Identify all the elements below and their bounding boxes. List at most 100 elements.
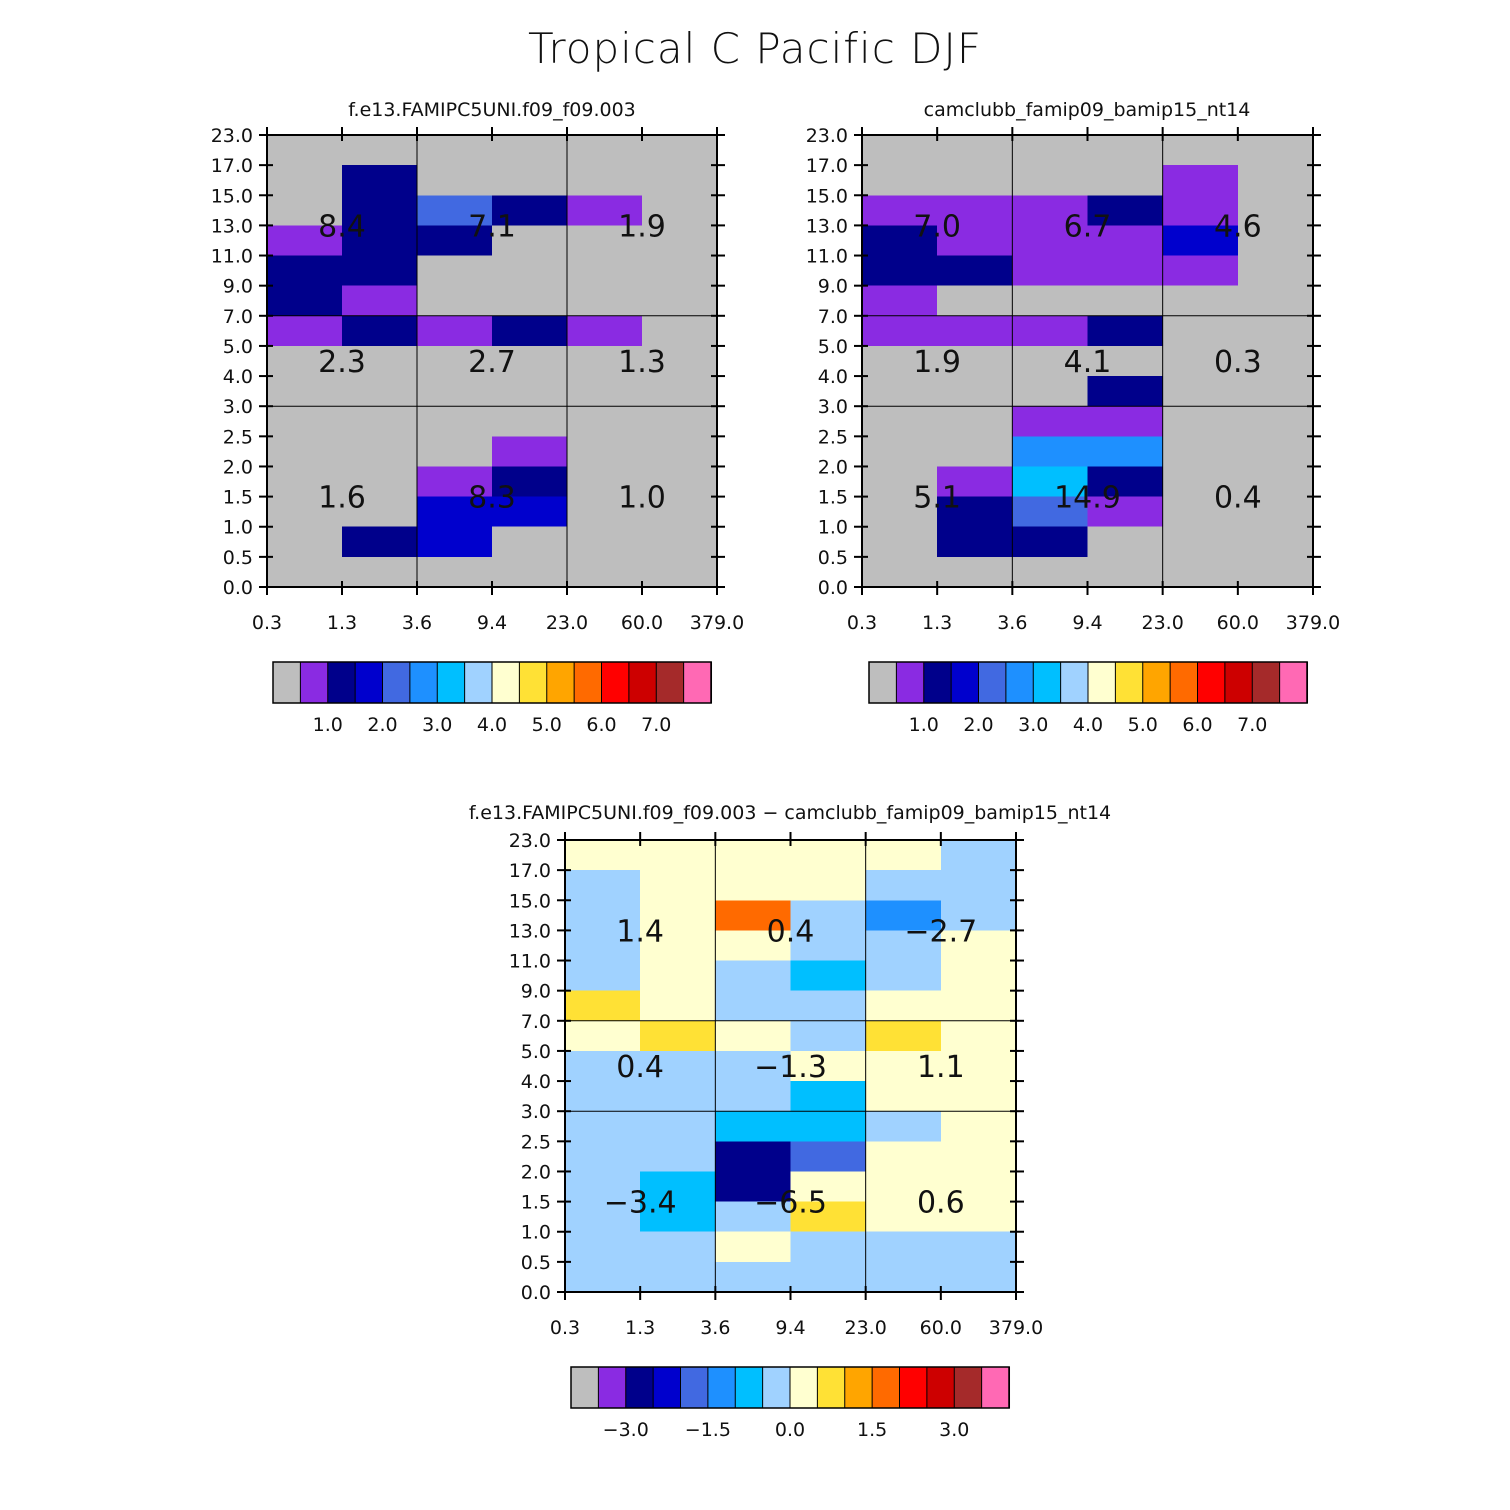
heatmap-cell <box>1237 165 1314 196</box>
heatmap-cell <box>342 255 418 287</box>
heatmap-cell <box>940 1111 1017 1142</box>
heatmap-cell <box>790 900 867 931</box>
x-tick-label: 1.3 <box>327 612 357 634</box>
colorbar-swatch <box>683 661 713 704</box>
heatmap-cell <box>1012 496 1089 528</box>
heatmap-cell <box>940 1231 1017 1263</box>
heatmap-cell <box>715 1081 792 1112</box>
heatmap-cell <box>862 225 938 257</box>
heatmap-cell <box>1162 225 1239 257</box>
heatmap-cell <box>865 1111 942 1142</box>
heatmap-cell <box>1162 195 1239 226</box>
colorbar-swatch <box>1169 661 1199 704</box>
heatmap-cell <box>267 315 343 347</box>
heatmap-cell <box>417 165 493 196</box>
heatmap-cell <box>940 1081 1017 1112</box>
colorbar-swatch <box>601 661 630 704</box>
colorbar-swatch <box>926 1366 956 1409</box>
colorbar-label: 3.0 <box>422 714 452 736</box>
heatmap-cell <box>565 990 641 1022</box>
heatmap-cell <box>565 1050 641 1082</box>
y-tick-label: 4.0 <box>223 366 253 388</box>
heatmap-cell <box>267 376 343 407</box>
heatmap-cell <box>342 135 418 166</box>
heatmap-cell <box>715 1201 792 1233</box>
box-value-label: 7.1 <box>468 209 516 244</box>
heatmap-cell <box>940 1261 1017 1293</box>
heatmap-cell <box>1237 135 1314 166</box>
heatmap-cell <box>267 496 343 528</box>
y-tick-label: 15.0 <box>509 890 551 912</box>
heatmap-cell <box>1237 195 1314 226</box>
x-tick-label: 1.3 <box>625 1317 655 1339</box>
heatmap-cell <box>492 195 568 226</box>
heatmap-cell <box>940 1141 1017 1173</box>
heatmap-cell <box>715 960 792 992</box>
colorbar-label: 0.0 <box>775 1419 805 1441</box>
heatmap-cell <box>1162 315 1239 347</box>
heatmap-cell <box>1087 345 1164 377</box>
heatmap-cell <box>790 1231 867 1263</box>
heatmap-cell <box>715 1171 792 1203</box>
heatmap-cell <box>267 255 343 287</box>
y-tick-label: 3.0 <box>521 1101 551 1123</box>
box-value-label: 1.1 <box>917 1050 965 1085</box>
heatmap-cell <box>417 315 493 347</box>
heatmap-cell <box>1237 255 1314 287</box>
colorbar-swatch <box>871 1366 901 1409</box>
heatmap-cell <box>790 960 867 992</box>
y-tick-label: 0.0 <box>223 577 253 599</box>
heatmap-cell <box>640 930 716 962</box>
heatmap-cell <box>492 436 568 468</box>
heatmap-cell <box>342 466 418 498</box>
heatmap-cell <box>565 960 641 992</box>
colorbar-label: 6.0 <box>586 714 616 736</box>
heatmap-cell <box>565 840 641 871</box>
heatmap-cell <box>715 1261 792 1293</box>
heatmap-cell <box>642 285 718 317</box>
heatmap-cell <box>567 225 643 257</box>
heatmap-cell <box>417 376 493 407</box>
heatmap-cell <box>790 1141 867 1173</box>
colorbar-swatch <box>652 1366 682 1409</box>
heatmap-cell <box>862 556 938 588</box>
heatmap-cell <box>865 1081 942 1112</box>
heatmap-cell <box>865 930 942 962</box>
heatmap-cell <box>865 960 942 992</box>
heatmap-cell <box>267 406 343 437</box>
heatmap-cell <box>862 315 938 347</box>
box-value-label: 1.6 <box>318 481 366 516</box>
y-tick-label: 23.0 <box>509 830 551 852</box>
y-tick-label: 2.0 <box>818 456 848 478</box>
x-tick-label: 379.0 <box>690 612 744 634</box>
heatmap-cell <box>640 840 716 871</box>
heatmap-cell <box>862 255 938 287</box>
x-tick-label: 9.4 <box>477 612 507 634</box>
y-tick-label: 1.0 <box>521 1222 551 1244</box>
heatmap-cell <box>862 376 938 407</box>
heatmap-cell <box>342 556 418 588</box>
x-tick-label: 379.0 <box>989 1317 1043 1339</box>
panel-2: camclubb_famip09_bamip15_nt14 7.0 6.7 4.6 1.… <box>806 99 1341 736</box>
colorbar-swatch <box>981 1366 1011 1409</box>
heatmap-cell <box>790 1171 867 1203</box>
heatmap-cell <box>267 436 343 468</box>
heatmap-cell <box>492 345 568 377</box>
colorbar-label: −1.5 <box>685 1419 731 1441</box>
heatmap-cell <box>1087 225 1164 257</box>
heatmap-cell <box>417 285 493 317</box>
heatmap-cell <box>492 285 568 317</box>
heatmap-cell <box>267 195 343 226</box>
box-value-label: 1.9 <box>618 209 666 244</box>
heatmap-cell <box>1012 345 1089 377</box>
box-value-label: 14.9 <box>1054 481 1121 516</box>
y-tick-label: 11.0 <box>211 246 253 268</box>
heatmap-cell <box>937 285 1013 317</box>
colorbar-label: 1.5 <box>857 1419 887 1441</box>
heatmap-cell <box>565 1171 641 1203</box>
y-tick-label: 15.0 <box>806 185 848 207</box>
heatmap-cell <box>1162 556 1239 588</box>
heatmap-cell <box>342 496 418 528</box>
heatmap-cell <box>342 165 418 196</box>
heatmap-cell <box>1012 436 1089 468</box>
